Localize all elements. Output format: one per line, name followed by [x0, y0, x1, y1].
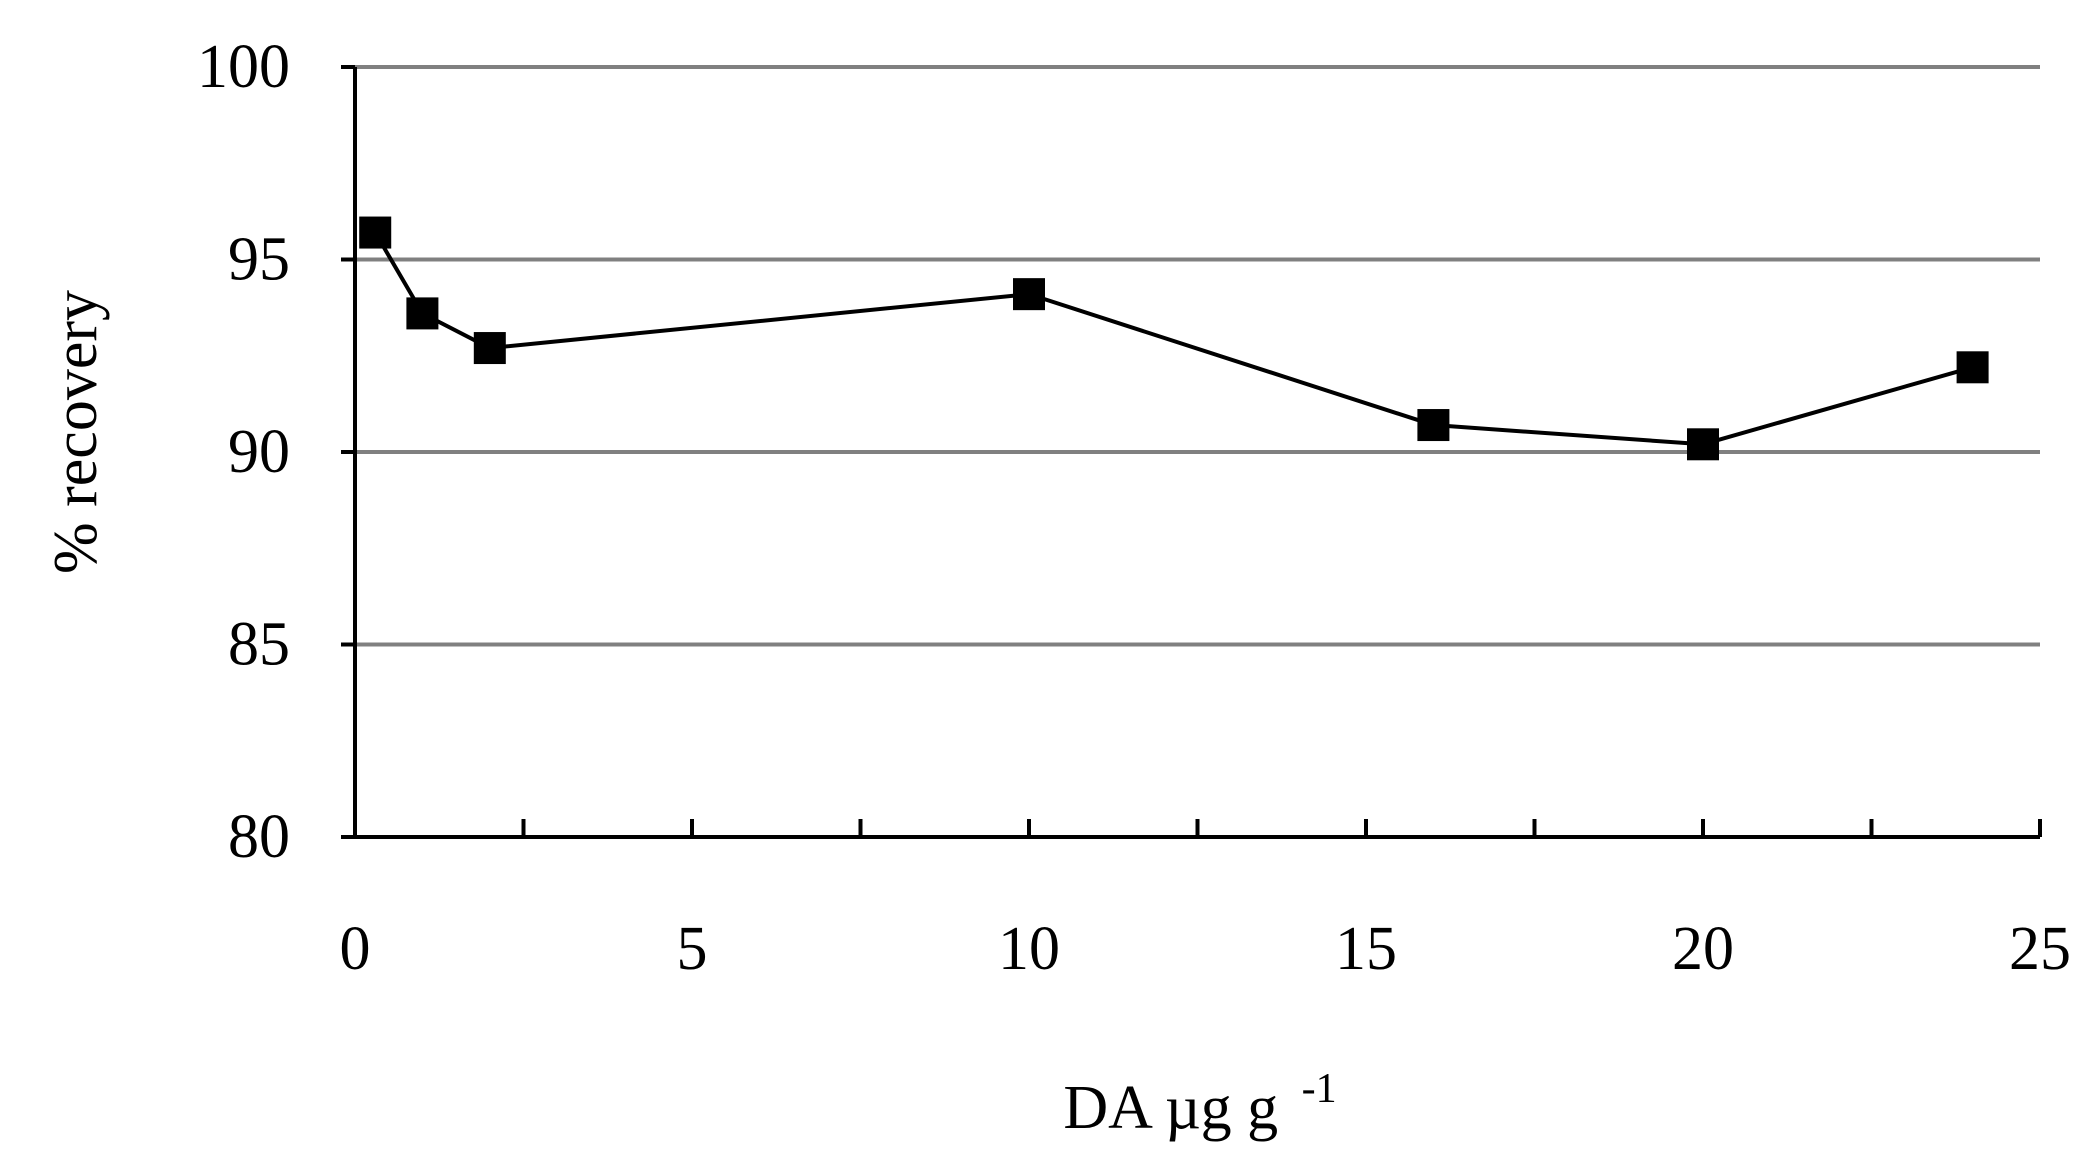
x-tick-label: 20: [1672, 915, 1734, 983]
data-point-marker: [1417, 409, 1450, 442]
data-point-marker: [1956, 351, 1989, 384]
series: [359, 216, 1989, 461]
data-point-marker: [1013, 278, 1045, 311]
y-tick-label: 100: [197, 33, 290, 101]
x-axis-ticks: 0 5 10 15 20 25: [340, 819, 2071, 983]
gridlines: [355, 65, 2040, 647]
x-tick-label: 15: [1335, 915, 1397, 983]
x-tick-label: 5: [677, 915, 708, 983]
data-point-marker: [1687, 428, 1719, 461]
x-axis-title-main: DA µg g: [1063, 1074, 1278, 1142]
y-axis-title: % recovery: [42, 290, 110, 574]
x-tick-label: 0: [340, 915, 371, 983]
y-tick-label: 95: [228, 226, 290, 294]
x-tick-label: 25: [2009, 915, 2071, 983]
data-point-marker: [473, 332, 506, 365]
x-axis-title: DA µg g -1: [1063, 1066, 1336, 1142]
data-point-marker: [406, 297, 439, 330]
series-line: [373, 231, 1974, 447]
y-tick-label: 90: [228, 418, 290, 486]
x-tick-label: 10: [998, 915, 1060, 983]
y-tick-label: 80: [228, 803, 290, 871]
x-axis-title-superscript: -1: [1302, 1066, 1337, 1112]
y-axis-ticks: 80 85 90 95 100: [197, 33, 355, 871]
data-point-marker: [359, 216, 392, 249]
y-tick-label: 85: [228, 611, 290, 679]
